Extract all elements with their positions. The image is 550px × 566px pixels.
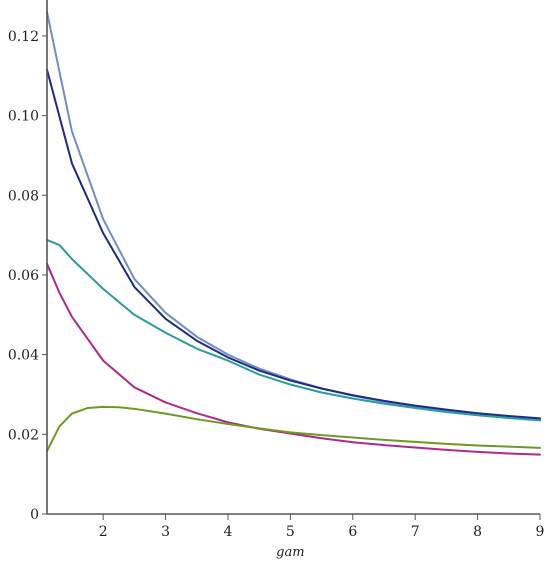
x-tick-label: 4 (224, 524, 233, 540)
series-layer (46, 11, 541, 456)
x-tick-label: 6 (348, 524, 357, 540)
x-tick-label: 3 (161, 524, 170, 540)
series-line-4 (46, 262, 541, 456)
series-line-5 (46, 405, 541, 453)
y-tick-label: 0.12 (8, 29, 39, 45)
y-tick-label: 0 (30, 507, 39, 523)
x-ticks: 2 3 4 5 6 7 8 9 (99, 514, 545, 540)
x-axis-title: gam (276, 545, 304, 560)
axes-layer (46, 0, 540, 515)
x-tick-label: 9 (536, 524, 545, 540)
series-line-2 (46, 68, 541, 420)
x-tick-label: 7 (411, 524, 420, 540)
x-tick-label: 2 (99, 524, 108, 540)
x-tick-label: 5 (286, 524, 295, 540)
y-tick-label: 0.02 (8, 427, 39, 443)
y-ticks: 0 0.02 0.04 0.06 0.08 0.10 0.12 (8, 29, 47, 523)
series-line-1 (46, 11, 541, 421)
y-tick-label: 0.10 (8, 109, 39, 125)
y-tick-label: 0.08 (8, 188, 39, 204)
y-tick-label: 0.04 (8, 348, 39, 364)
y-tick-label: 0.06 (8, 268, 39, 284)
series-line-3 (46, 238, 541, 422)
x-tick-label: 8 (473, 524, 482, 540)
